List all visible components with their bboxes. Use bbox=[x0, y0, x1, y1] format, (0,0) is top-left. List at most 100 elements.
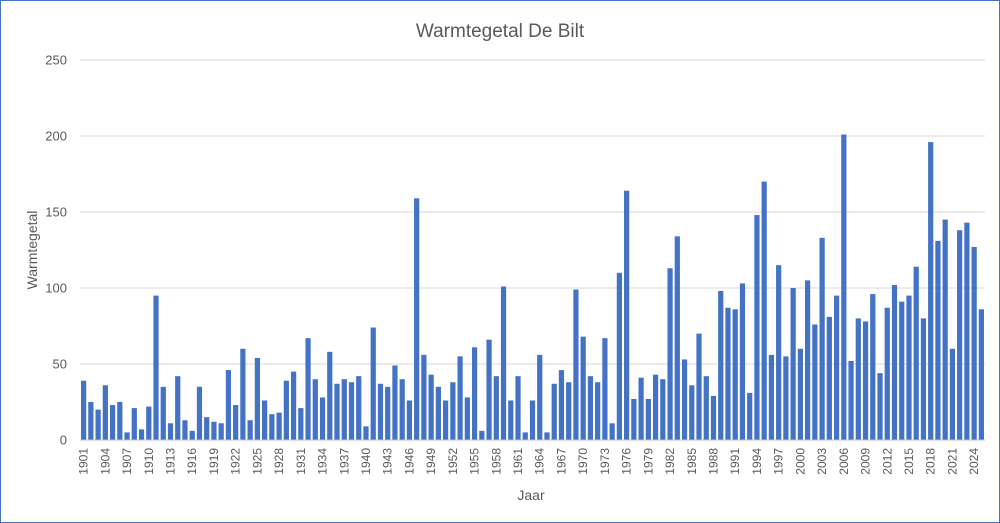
bar-1943 bbox=[385, 386, 391, 440]
bar-1929 bbox=[283, 380, 289, 440]
bar-2019 bbox=[935, 240, 941, 440]
bar-1987 bbox=[703, 376, 709, 440]
bar-2012 bbox=[884, 307, 890, 440]
bar-1975 bbox=[616, 272, 622, 440]
bar-1948 bbox=[421, 354, 427, 440]
x-tick-label: 2015 bbox=[902, 448, 916, 475]
y-axis-title: Warmtegetal bbox=[24, 211, 40, 290]
y-tick-label: 150 bbox=[45, 205, 67, 220]
bar-1952 bbox=[450, 382, 456, 440]
x-tick-label: 1901 bbox=[77, 448, 91, 475]
bar-2020 bbox=[942, 219, 948, 440]
bar-1959 bbox=[500, 286, 507, 440]
bar-1937 bbox=[341, 379, 347, 440]
x-tick-label: 1907 bbox=[120, 448, 134, 475]
bar-1924 bbox=[247, 420, 253, 440]
x-tick-label: 1952 bbox=[446, 448, 460, 475]
bar-1918 bbox=[204, 417, 210, 440]
bar-1922 bbox=[233, 405, 239, 440]
x-tick-label: 1958 bbox=[489, 448, 503, 475]
bar-2002 bbox=[812, 324, 818, 440]
bar-1976 bbox=[624, 190, 630, 440]
y-axis-tick-labels: 0 50 100 150 200 250 bbox=[45, 53, 67, 448]
bar-1963 bbox=[529, 400, 536, 440]
bar-1969 bbox=[573, 289, 579, 440]
bar-1961 bbox=[515, 376, 521, 440]
bar-1920 bbox=[218, 423, 224, 440]
bar-1933 bbox=[312, 379, 318, 440]
x-tick-label: 2018 bbox=[924, 448, 938, 475]
bar-1935 bbox=[327, 351, 333, 440]
x-axis-title: Jaar bbox=[517, 487, 545, 503]
bar-2024 bbox=[971, 246, 977, 440]
x-tick-label: 1916 bbox=[185, 448, 199, 475]
bar-1954 bbox=[464, 397, 470, 440]
bar-1982 bbox=[667, 268, 673, 440]
bar-2025 bbox=[978, 309, 984, 440]
x-tick-label: 1991 bbox=[728, 448, 742, 475]
bar-1927 bbox=[269, 414, 275, 440]
bar-1909 bbox=[138, 429, 145, 440]
bar-1925 bbox=[254, 357, 260, 440]
bar-1919 bbox=[211, 421, 217, 440]
x-tick-label: 1976 bbox=[620, 448, 634, 475]
x-tick-label: 1967 bbox=[554, 448, 568, 475]
x-tick-label: 1985 bbox=[685, 448, 699, 475]
bar-2009 bbox=[862, 321, 869, 440]
bar-2004 bbox=[826, 316, 832, 440]
bar-2014 bbox=[899, 301, 905, 440]
bar-2023 bbox=[964, 222, 970, 440]
bars bbox=[81, 134, 984, 441]
x-tick-label: 1928 bbox=[272, 448, 286, 475]
bar-1911 bbox=[153, 295, 159, 440]
bar-2018 bbox=[928, 142, 934, 440]
bar-1953 bbox=[457, 356, 463, 440]
bar-1991 bbox=[732, 309, 738, 440]
x-tick-label: 1943 bbox=[381, 448, 395, 475]
x-tick-label: 1997 bbox=[772, 448, 786, 475]
bar-1917 bbox=[196, 386, 203, 440]
bar-1916 bbox=[189, 430, 195, 440]
bar-1966 bbox=[551, 383, 557, 440]
bar-1980 bbox=[652, 374, 659, 440]
bar-1951 bbox=[443, 400, 449, 440]
bar-1992 bbox=[739, 283, 746, 440]
bar-1908 bbox=[131, 408, 137, 440]
bar-1967 bbox=[558, 370, 565, 440]
y-tick-label: 0 bbox=[60, 433, 67, 448]
bar-1985 bbox=[689, 385, 695, 440]
bar-1962 bbox=[522, 432, 528, 440]
x-tick-label: 2024 bbox=[967, 448, 981, 475]
bar-1972 bbox=[595, 382, 601, 440]
y-tick-label: 100 bbox=[45, 281, 67, 296]
bar-1978 bbox=[638, 377, 644, 440]
bar-2007 bbox=[848, 360, 854, 440]
x-tick-label: 1955 bbox=[468, 448, 482, 475]
bar-1983 bbox=[674, 236, 680, 440]
x-tick-label: 2012 bbox=[880, 448, 894, 475]
bar-1957 bbox=[486, 339, 492, 440]
x-tick-label: 1922 bbox=[229, 448, 243, 475]
bar-1990 bbox=[725, 307, 731, 440]
bar-1907 bbox=[124, 432, 130, 440]
bar-1999 bbox=[790, 288, 796, 440]
bar-2005 bbox=[833, 295, 840, 440]
bar-2010 bbox=[870, 294, 876, 440]
bar-1964 bbox=[537, 354, 543, 440]
bar-2008 bbox=[855, 318, 861, 440]
gridlines bbox=[80, 59, 985, 365]
bar-1944 bbox=[392, 365, 398, 440]
bar-1946 bbox=[406, 400, 413, 440]
bar-2011 bbox=[877, 373, 883, 440]
bar-2001 bbox=[805, 280, 811, 440]
x-tick-label: 1934 bbox=[316, 448, 330, 475]
bar-1973 bbox=[602, 338, 608, 440]
bar-1989 bbox=[718, 291, 724, 440]
bar-1995 bbox=[761, 181, 767, 440]
bar-1960 bbox=[508, 400, 514, 440]
bar-1977 bbox=[631, 398, 637, 440]
bar-1979 bbox=[645, 398, 651, 440]
bar-1904 bbox=[102, 385, 108, 440]
bar-1923 bbox=[240, 348, 246, 440]
